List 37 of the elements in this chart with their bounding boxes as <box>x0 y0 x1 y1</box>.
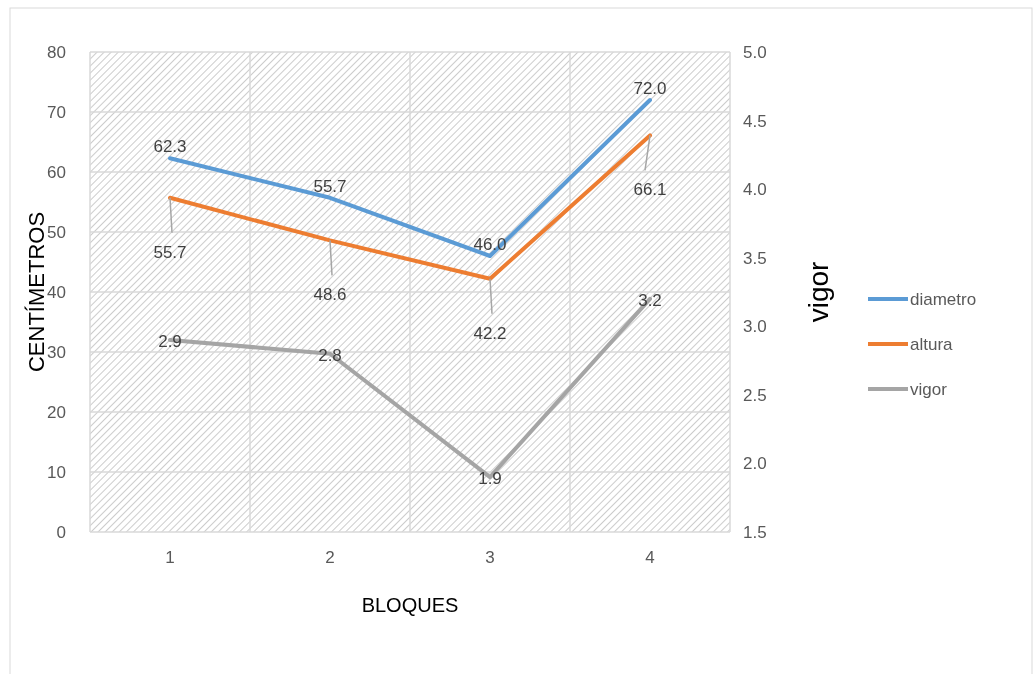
data-label: 2.9 <box>158 332 182 351</box>
data-label: 1.9 <box>478 469 502 489</box>
x-tick-label: 4 <box>645 548 655 567</box>
legend-label: diametro <box>910 289 977 309</box>
y-tick-label: 50 <box>47 222 66 242</box>
y2-tick-label: 3.0 <box>743 317 767 337</box>
x-tick-label: 3 <box>485 548 495 567</box>
y-tick-label: 30 <box>47 342 66 362</box>
y-tick-label: 0 <box>56 522 66 542</box>
y2-tick-label: 4.5 <box>743 111 767 131</box>
x-tick-label: 1 <box>165 548 175 567</box>
y-tick-label: 70 <box>47 102 66 122</box>
data-label: 48.6 <box>313 285 347 305</box>
x-axis-title: BLOQUES <box>361 594 459 616</box>
legend-label: altura <box>910 334 954 354</box>
y-tick-label: 40 <box>47 282 66 302</box>
y-tick-label: 20 <box>47 402 66 422</box>
y2-tick-label: 1.5 <box>743 522 767 542</box>
data-label: 55.7 <box>153 242 187 262</box>
y2-tick-label: 2.5 <box>743 385 767 405</box>
y2-tick-label: 5.0 <box>743 42 767 62</box>
legend-label: vigor <box>910 379 948 399</box>
x-tick-label: 2 <box>325 548 335 567</box>
y-tick-label: 60 <box>47 162 66 182</box>
y2-tick-label: 2.0 <box>743 454 767 474</box>
y2-axis-title: vigor <box>803 261 834 323</box>
data-label: 66.1 <box>633 180 667 200</box>
y2-tick-label: 3.5 <box>743 248 767 268</box>
data-label: 55.7 <box>313 176 347 196</box>
data-label: 2.8 <box>318 345 342 365</box>
y-tick-label: 80 <box>47 42 66 62</box>
y2-tick-label: 4.0 <box>743 180 767 200</box>
data-label: 72.0 <box>633 79 667 98</box>
data-label: 62.3 <box>153 137 187 157</box>
data-label: 3.2 <box>638 290 662 310</box>
y-tick-label: 10 <box>47 462 66 482</box>
data-label: 42.2 <box>473 323 507 343</box>
